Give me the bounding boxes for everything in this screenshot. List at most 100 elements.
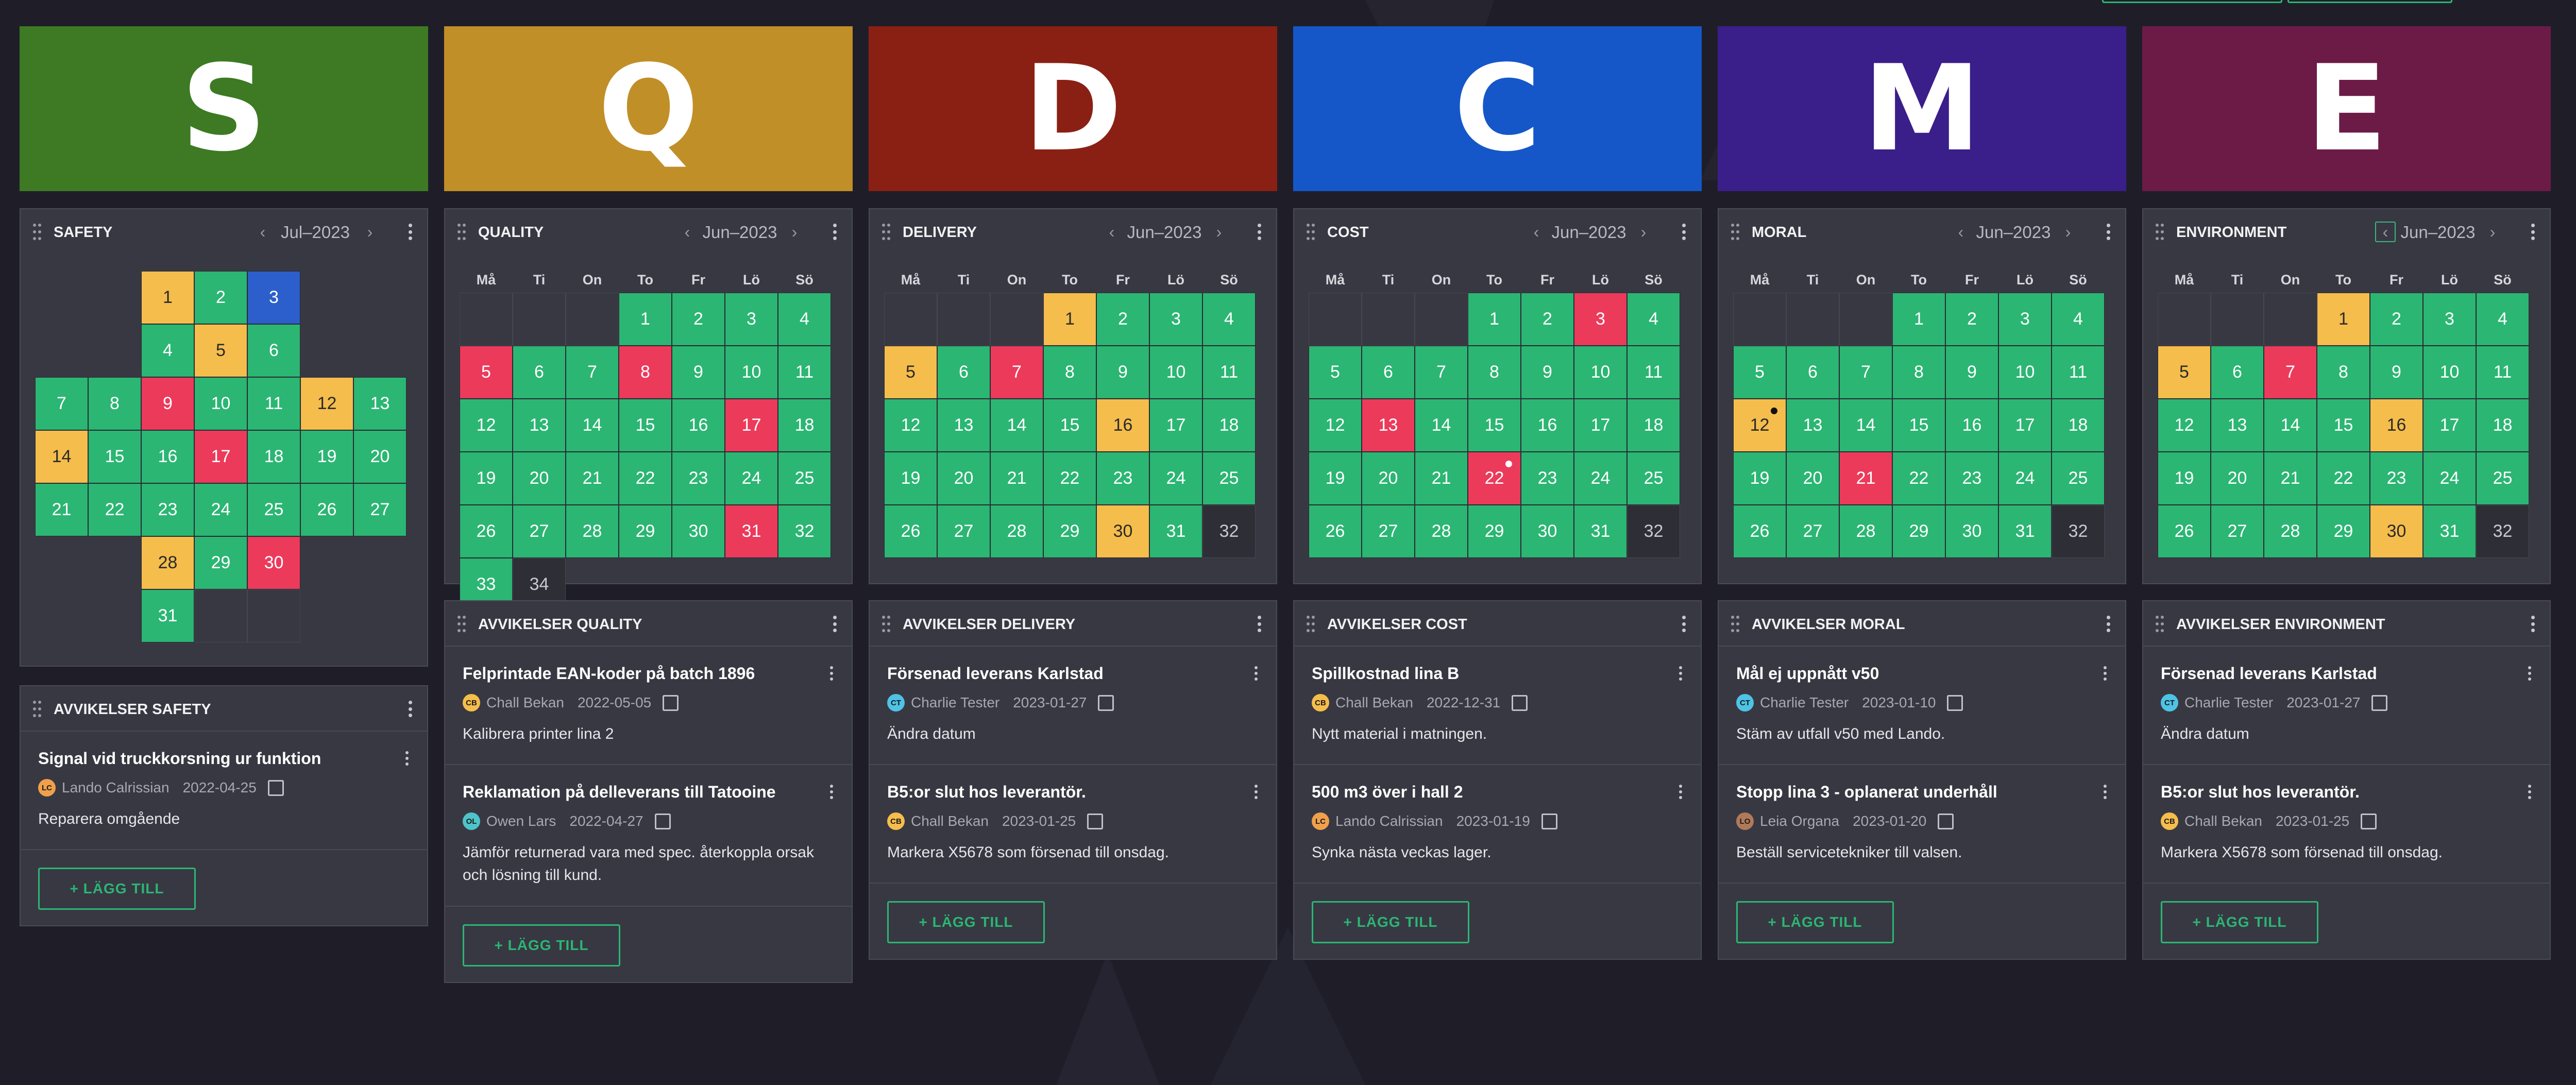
deviation-item[interactable]: B5:or slut hos leverantör. CB Chall Bekan 2… xyxy=(870,765,1276,884)
day-cell[interactable]: 24 xyxy=(725,452,778,505)
day-cell[interactable]: 29 xyxy=(619,505,672,558)
day-cell[interactable]: 31 xyxy=(725,505,778,558)
chevron-left-icon[interactable]: ‹ xyxy=(1109,222,1115,241)
drag-handle-icon[interactable] xyxy=(33,224,41,240)
day-cell[interactable]: 6 xyxy=(1786,346,1839,399)
day-cell[interactable]: 12 xyxy=(460,399,513,452)
day-cell[interactable]: 29 xyxy=(2317,505,2370,558)
day-cell[interactable]: 18 xyxy=(1627,399,1680,452)
day-cell[interactable]: 22 xyxy=(2317,452,2370,505)
day-cell[interactable]: 31 xyxy=(2423,505,2476,558)
more-menu-icon[interactable] xyxy=(408,224,413,240)
day-cell[interactable]: 24 xyxy=(194,483,247,536)
drag-handle-icon[interactable] xyxy=(2156,224,2164,240)
day-cell[interactable]: 28 xyxy=(990,505,1043,558)
day-cell[interactable]: 1 xyxy=(1468,293,1521,346)
day-cell[interactable]: 10 xyxy=(194,377,247,430)
more-menu-icon[interactable] xyxy=(408,701,413,717)
day-cell[interactable]: 8 xyxy=(1043,346,1096,399)
chevron-left-icon[interactable]: ‹ xyxy=(684,222,690,241)
day-cell[interactable]: 17 xyxy=(725,399,778,452)
day-cell[interactable]: 26 xyxy=(884,505,937,558)
day-cell[interactable]: 19 xyxy=(1733,452,1786,505)
drag-handle-icon[interactable] xyxy=(457,224,466,240)
more-menu-icon[interactable] xyxy=(1257,224,1262,240)
day-cell[interactable]: 21 xyxy=(1839,452,1892,505)
day-cell[interactable]: 8 xyxy=(88,377,141,430)
day-cell[interactable]: 12 xyxy=(884,399,937,452)
day-cell[interactable]: 26 xyxy=(2158,505,2211,558)
drag-handle-icon[interactable] xyxy=(33,701,41,717)
day-cell[interactable]: 12 xyxy=(1309,399,1362,452)
drag-handle-icon[interactable] xyxy=(457,616,466,632)
day-cell[interactable]: 20 xyxy=(1362,452,1415,505)
done-checkbox[interactable] xyxy=(663,694,679,711)
day-cell[interactable]: 4 xyxy=(778,293,831,346)
day-cell[interactable]: 19 xyxy=(1309,452,1362,505)
drag-handle-icon[interactable] xyxy=(1307,224,1315,240)
day-cell[interactable]: 32 xyxy=(1627,505,1680,558)
day-cell[interactable]: 14 xyxy=(1415,399,1468,452)
day-cell[interactable]: 9 xyxy=(672,346,725,399)
day-cell[interactable]: 15 xyxy=(1468,399,1521,452)
more-menu-icon[interactable] xyxy=(2530,616,2535,632)
deviation-item[interactable]: Spillkostnad lina B CB Chall Bekan 2022-12-… xyxy=(1294,647,1701,765)
drag-handle-icon[interactable] xyxy=(1307,616,1315,632)
day-cell[interactable]: 11 xyxy=(247,377,300,430)
day-cell[interactable]: 10 xyxy=(725,346,778,399)
deviation-item[interactable]: Felprintade EAN-koder på batch 1896 CB Cha… xyxy=(445,647,852,765)
day-cell[interactable]: 8 xyxy=(1892,346,1945,399)
day-cell[interactable]: 4 xyxy=(1627,293,1680,346)
day-cell[interactable]: 8 xyxy=(1468,346,1521,399)
day-cell[interactable]: 23 xyxy=(1521,452,1574,505)
day-cell[interactable]: 15 xyxy=(88,430,141,483)
day-cell[interactable]: 7 xyxy=(2264,346,2317,399)
day-cell[interactable]: 7 xyxy=(1415,346,1468,399)
more-menu-icon[interactable] xyxy=(2103,785,2108,799)
day-cell[interactable]: 2 xyxy=(1096,293,1149,346)
day-cell[interactable]: 30 xyxy=(2370,505,2423,558)
deviation-item[interactable]: Signal vid truckkorsning ur funktion LC La… xyxy=(21,732,427,850)
day-cell[interactable]: 21 xyxy=(990,452,1043,505)
chevron-right-icon[interactable]: › xyxy=(2065,222,2071,241)
day-cell[interactable]: 17 xyxy=(1149,399,1202,452)
top-button-1[interactable] xyxy=(2102,0,2282,3)
day-cell[interactable]: 3 xyxy=(1574,293,1627,346)
day-cell[interactable]: 7 xyxy=(35,377,88,430)
day-cell[interactable]: 24 xyxy=(1149,452,1202,505)
day-cell[interactable]: 16 xyxy=(1521,399,1574,452)
more-menu-icon[interactable] xyxy=(1253,666,1259,681)
day-cell[interactable]: 11 xyxy=(2476,346,2529,399)
drag-handle-icon[interactable] xyxy=(2156,616,2164,632)
day-cell[interactable]: 20 xyxy=(353,430,406,483)
more-menu-icon[interactable] xyxy=(2530,224,2535,240)
day-cell[interactable]: 19 xyxy=(300,430,353,483)
done-checkbox[interactable] xyxy=(654,813,671,829)
day-cell[interactable]: 23 xyxy=(672,452,725,505)
day-cell[interactable]: 9 xyxy=(1521,346,1574,399)
day-cell[interactable]: 3 xyxy=(247,271,300,324)
day-cell[interactable]: 11 xyxy=(1627,346,1680,399)
top-button-2[interactable] xyxy=(2287,0,2452,3)
day-cell[interactable]: 2 xyxy=(1521,293,1574,346)
day-cell[interactable]: 25 xyxy=(778,452,831,505)
day-cell[interactable]: 27 xyxy=(1362,505,1415,558)
day-cell[interactable]: 31 xyxy=(1998,505,2052,558)
day-cell[interactable]: 4 xyxy=(1202,293,1256,346)
day-cell[interactable]: 21 xyxy=(2264,452,2317,505)
day-cell[interactable]: 15 xyxy=(2317,399,2370,452)
day-cell[interactable]: 5 xyxy=(460,346,513,399)
more-menu-icon[interactable] xyxy=(404,751,410,766)
day-cell[interactable]: 4 xyxy=(2052,293,2105,346)
day-cell[interactable]: 31 xyxy=(141,589,194,642)
drag-handle-icon[interactable] xyxy=(882,224,890,240)
day-cell[interactable]: 6 xyxy=(937,346,990,399)
day-cell[interactable]: 9 xyxy=(1945,346,1998,399)
done-checkbox[interactable] xyxy=(1098,694,1114,711)
day-cell[interactable]: 22 xyxy=(1043,452,1096,505)
done-checkbox[interactable] xyxy=(1947,694,1963,711)
day-cell[interactable]: 25 xyxy=(247,483,300,536)
day-cell[interactable]: 18 xyxy=(2052,399,2105,452)
chevron-left-icon[interactable]: ‹ xyxy=(1958,222,1964,241)
day-cell[interactable]: 14 xyxy=(566,399,619,452)
